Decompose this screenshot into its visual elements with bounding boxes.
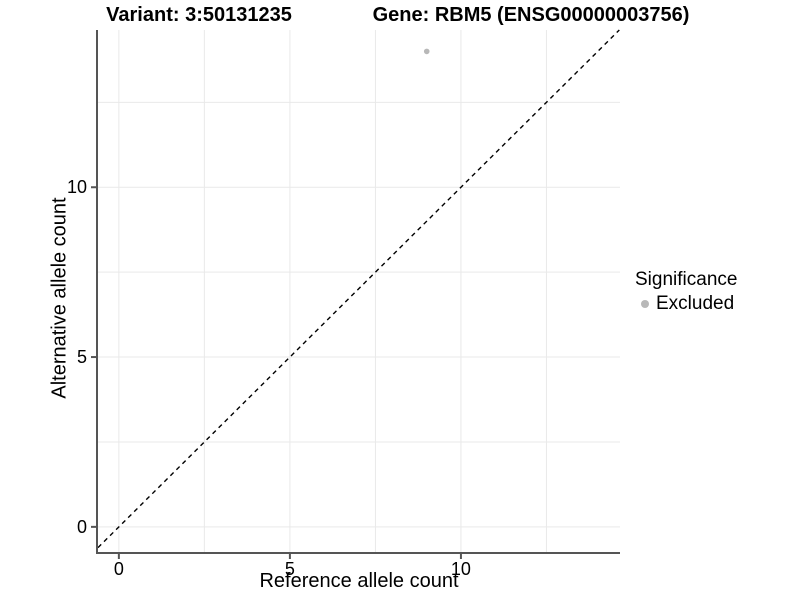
excluded-point-icon xyxy=(641,300,649,308)
variant-title: Variant: 3:50131235 xyxy=(106,4,292,26)
x-tick-label: 10 xyxy=(451,559,471,579)
legend-title: Significance xyxy=(635,269,738,290)
legend-item-excluded: Excluded xyxy=(635,292,737,316)
x-tick-label: 0 xyxy=(114,559,124,579)
y-tick-label: 5 xyxy=(77,347,87,367)
x-axis-title: Reference allele count xyxy=(259,570,459,592)
gene-title: Gene: RBM5 (ENSG00000003756) xyxy=(372,4,690,26)
y-tick-label: 10 xyxy=(67,177,87,197)
legend: Significance Excluded xyxy=(635,267,737,316)
legend-item-label: Excluded xyxy=(656,293,735,314)
y-tick-label: 0 xyxy=(77,517,87,537)
data-point xyxy=(423,48,430,55)
x-tick-label: 5 xyxy=(285,559,295,579)
identity-reference-line xyxy=(97,29,620,549)
